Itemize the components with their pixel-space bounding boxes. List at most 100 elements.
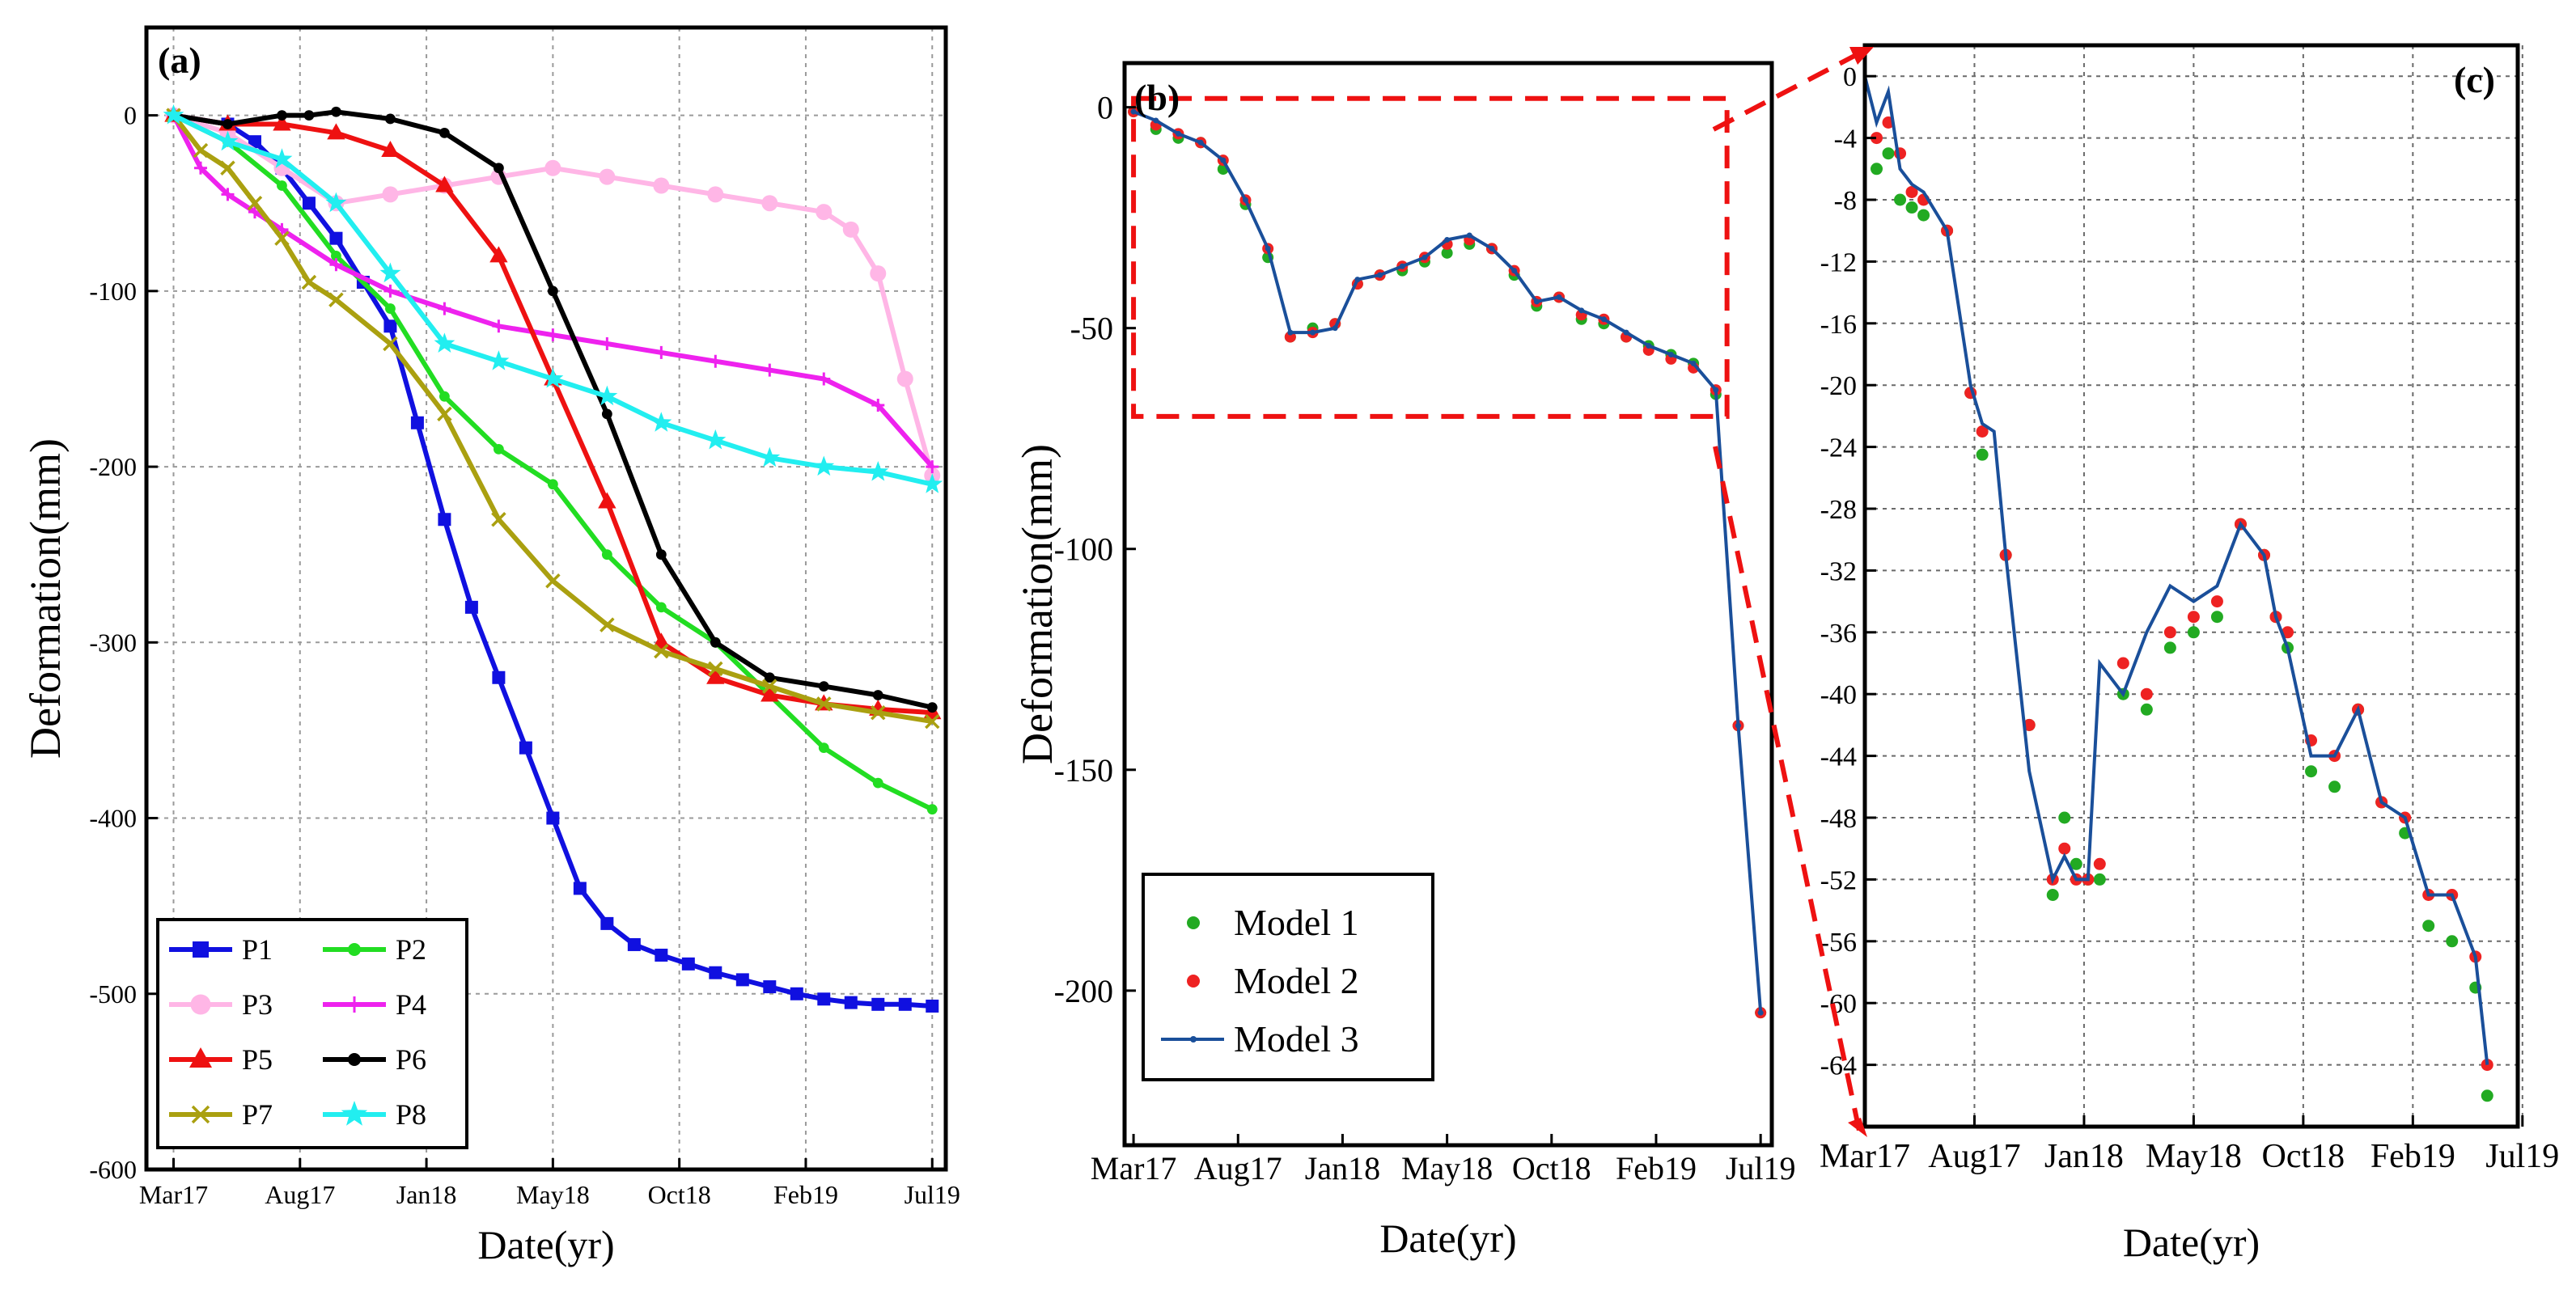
data-point [1623, 329, 1629, 336]
data-point [2058, 842, 2071, 855]
x-tick-label: Feb19 [773, 1180, 838, 1209]
data-point [817, 992, 831, 1006]
legend-item-model-3: Model 3 [1161, 1018, 1359, 1059]
data-point [1441, 247, 1453, 259]
data-point [1377, 272, 1383, 278]
data-point [844, 996, 858, 1009]
data-point [1757, 1009, 1764, 1016]
series-p8 [163, 104, 943, 493]
data-point [193, 161, 207, 175]
legend-item-p5: P5 [169, 1043, 273, 1076]
data-point [325, 192, 347, 213]
legend-item-p8: P8 [323, 1098, 426, 1131]
data-point [341, 1101, 368, 1126]
y-tick-label: -400 [89, 804, 137, 833]
data-point [2422, 920, 2435, 933]
data-point [2187, 626, 2200, 639]
data-point [546, 328, 560, 342]
connector-arrowhead-bottom [1848, 1118, 1867, 1137]
data-point [1578, 307, 1585, 314]
legend-swatch-dot [1187, 916, 1200, 929]
data-point [707, 186, 724, 203]
data-point [2023, 718, 2036, 731]
legend-item-model-2: Model 2 [1187, 960, 1359, 1001]
data-point [488, 350, 510, 370]
legend-item-p2: P2 [323, 933, 426, 966]
legend-swatch-dot [1190, 1036, 1197, 1043]
data-point [1153, 117, 1159, 124]
x-tick-label: Oct18 [2262, 1138, 2345, 1175]
data-point [600, 916, 614, 930]
data-point [761, 195, 778, 212]
panel-b: Mar17 Aug17 Jan18 May18 Oct18 Feb19 Jul19 0 -50 -… [1013, 61, 1796, 1261]
data-point [705, 429, 727, 450]
connector-line-top [1712, 51, 1861, 132]
data-point [870, 265, 887, 282]
x-tick-label: Aug17 [265, 1180, 335, 1209]
data-point [1242, 197, 1248, 203]
y-tick-label: -36 [1820, 619, 1857, 649]
data-point [493, 163, 504, 174]
data-point [790, 987, 803, 1000]
data-point [1713, 387, 1719, 393]
data-point [761, 685, 779, 702]
series-p6 [168, 106, 938, 713]
data-point [817, 372, 831, 386]
data-point [2046, 889, 2059, 901]
data-point [492, 319, 506, 333]
data-point [434, 332, 455, 353]
data-point [681, 957, 695, 971]
data-point [2305, 765, 2318, 778]
data-point [492, 670, 506, 684]
data-point [600, 337, 614, 351]
y-tick-label: -44 [1820, 742, 1857, 772]
x-tick-label: Feb19 [1616, 1150, 1697, 1186]
data-point [190, 994, 211, 1015]
data-point [2210, 595, 2223, 608]
data-point [601, 408, 612, 420]
x-tick-label: Mar17 [1091, 1150, 1177, 1186]
data-point [547, 285, 558, 297]
data-point [598, 492, 616, 509]
x-tick-label: Oct18 [1512, 1150, 1591, 1186]
data-point [867, 461, 889, 481]
legend-label: Model 1 [1234, 902, 1359, 943]
data-point [328, 292, 344, 307]
legend-item-p1: P1 [169, 933, 273, 966]
data-point [383, 284, 397, 298]
data-point [1882, 147, 1895, 160]
zoom-box [1131, 95, 1730, 419]
grid [1864, 45, 2523, 1127]
y-tick-label: -4 [1834, 125, 1857, 154]
data-point [2163, 626, 2176, 639]
data-point [217, 130, 239, 151]
data-point [301, 274, 317, 290]
data-point [1533, 298, 1540, 305]
data-point [1556, 294, 1562, 300]
data-point [709, 966, 722, 979]
data-point [547, 479, 558, 490]
data-point [759, 446, 781, 467]
data-point [2116, 657, 2129, 670]
y-tick-label: -100 [1054, 531, 1113, 568]
data-point [348, 1053, 361, 1066]
legend-label: P3 [242, 988, 273, 1021]
y-tick-label: -60 [1820, 989, 1857, 1019]
data-point [926, 999, 939, 1013]
series-line [173, 112, 933, 1009]
data-point [926, 702, 938, 713]
y-tick-label: -64 [1820, 1051, 1857, 1081]
data-point [193, 142, 209, 159]
y-tick-label: -20 [1820, 371, 1857, 401]
x-tick-label: Mar17 [139, 1180, 208, 1209]
data-point [277, 110, 287, 121]
series-line [173, 109, 933, 710]
data-point [1220, 157, 1227, 163]
x-tick-label: Jan18 [396, 1180, 457, 1209]
x-tick-label: May18 [2146, 1138, 2242, 1175]
data-point [2093, 873, 2106, 886]
data-point [2070, 857, 2082, 870]
legend-item-p6: P6 [323, 1043, 426, 1076]
data-point [163, 104, 184, 125]
